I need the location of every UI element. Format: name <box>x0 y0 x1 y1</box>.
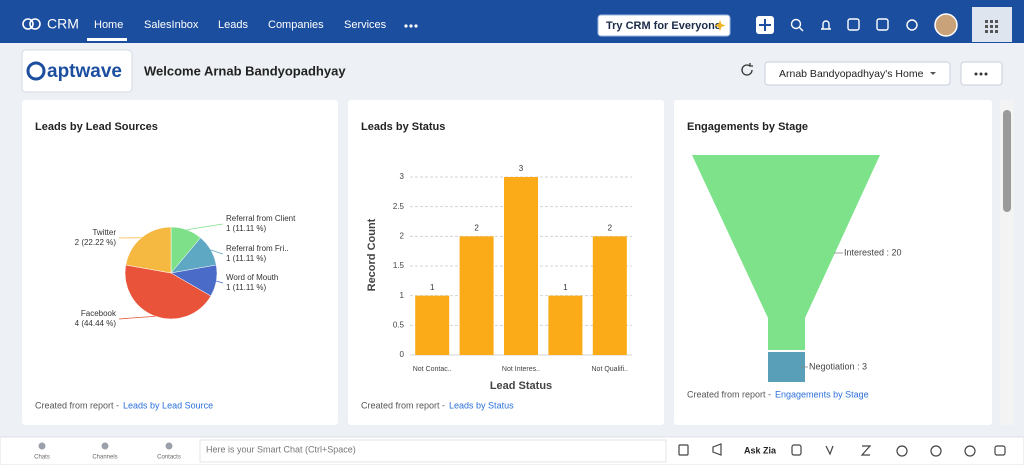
bar <box>592 236 627 355</box>
slice-label: Referral from Client <box>226 214 296 223</box>
bar <box>548 295 583 355</box>
shortcut-label: Contacts <box>157 455 181 461</box>
slice-value-label: 2 (22.22 %) <box>75 238 117 247</box>
footer-text: Created from report - <box>687 389 771 399</box>
smart-chat-input[interactable] <box>199 439 667 463</box>
refresh-button[interactable] <box>741 63 753 76</box>
slice-value-label: 4 (44.44 %) <box>75 319 117 328</box>
x-axis-label: Lead Status <box>490 380 552 392</box>
widget-title: Leads by Status <box>361 121 445 133</box>
footer-text: Created from report - <box>361 400 445 410</box>
nav-tab[interactable]: Companies <box>268 19 324 31</box>
report-link[interactable]: Engagements by Stage <box>775 389 869 399</box>
bar-value-label: 1 <box>563 283 568 292</box>
nav-tab[interactable]: Leads <box>218 19 248 31</box>
y-tick-label: 1 <box>400 291 405 300</box>
y-tick-label: 0 <box>400 350 405 359</box>
x-tick-label: Not Qualifi.. <box>592 366 629 373</box>
nav-icons[interactable] <box>790 18 918 32</box>
bar-value-label: 3 <box>519 164 524 173</box>
stage-label: Negotiation : 3 <box>809 361 867 371</box>
leader-line <box>186 223 224 231</box>
leader-line <box>118 315 156 320</box>
nav-tab[interactable]: Services <box>344 19 387 31</box>
bar-value-label: 2 <box>474 223 479 232</box>
y-tick-label: 2.5 <box>393 202 405 211</box>
leader-line <box>216 280 224 284</box>
add-icon <box>759 19 771 31</box>
app-grid-button[interactable] <box>972 7 1012 42</box>
slice-value-label: 1 (11.11 %) <box>226 224 267 233</box>
home-view-select[interactable] <box>764 61 951 86</box>
bottom-icons[interactable] <box>678 443 1006 457</box>
footer-text: Created from report - <box>35 400 119 410</box>
y-tick-label: 1.5 <box>393 261 405 270</box>
pie-slice <box>125 226 172 274</box>
funnel-stage <box>768 352 805 382</box>
select-caret <box>930 72 936 75</box>
report-link[interactable]: Leads by Lead Source <box>123 400 213 410</box>
sparkle-icon <box>714 20 726 31</box>
bar <box>459 236 494 355</box>
brand-icon <box>22 18 41 30</box>
nav-tab[interactable]: Home <box>94 19 123 31</box>
smart-chat-placeholder: Here is your Smart Chat (Ctrl+Space) <box>206 444 356 454</box>
bar <box>504 177 538 355</box>
y-axis-label: Record Count <box>366 218 378 291</box>
report-link[interactable]: Leads by Status <box>449 400 514 410</box>
slice-label: Facebook <box>81 309 117 318</box>
avatar[interactable] <box>934 13 958 37</box>
bar-value-label: 2 <box>608 223 613 232</box>
x-tick-label: Not Contac.. <box>413 366 452 373</box>
top-nav <box>0 0 1024 43</box>
brand[interactable]: CRM <box>47 16 79 32</box>
cta-label: Try CRM for Everyone <box>606 20 721 32</box>
shortcut-icon[interactable] <box>38 442 46 450</box>
nav-tab[interactable]: SalesInbox <box>144 19 199 31</box>
widget-card <box>674 100 992 425</box>
y-tick-label: 3 <box>400 172 405 181</box>
ask-zia[interactable]: Ask Zia <box>744 445 777 455</box>
y-tick-label: 2 <box>400 231 405 240</box>
logo-mark <box>26 61 46 81</box>
slice-label: Twitter <box>92 228 116 237</box>
shortcut-icon[interactable] <box>101 442 109 450</box>
x-tick-label: Not Interes.. <box>502 366 540 373</box>
logo-text: aptwave <box>47 61 122 82</box>
bar-value-label: 1 <box>430 283 435 292</box>
widget-title: Engagements by Stage <box>687 121 808 133</box>
shortcut-label: Channels <box>92 455 117 461</box>
widget-title: Leads by Lead Sources <box>35 121 158 133</box>
shortcut-label: Chats <box>34 455 50 461</box>
more-icon <box>974 72 988 76</box>
slice-label: Referral from Fri.. <box>226 244 289 253</box>
scrollbar-thumb[interactable] <box>1003 110 1011 212</box>
slice-value-label: 1 (11.11 %) <box>226 283 267 292</box>
app-grid-icon <box>985 20 998 33</box>
pie-slice <box>124 264 212 320</box>
bar <box>415 295 450 355</box>
welcome-text: Welcome Arnab Bandyopadhyay <box>144 63 346 78</box>
logo-box <box>21 49 133 93</box>
stage-label: Interested : 20 <box>844 247 902 257</box>
leader-line <box>210 249 224 255</box>
home-view-label: Arnab Bandyopadhyay's Home <box>779 68 924 80</box>
funnel-stage <box>692 155 880 350</box>
more-tabs[interactable] <box>404 24 418 28</box>
active-tab-indicator <box>87 38 127 41</box>
slice-value-label: 1 (11.11 %) <box>226 254 267 263</box>
slice-label: Word of Mouth <box>226 273 278 282</box>
y-tick-label: 0.5 <box>393 320 405 329</box>
shortcut-icon[interactable] <box>165 442 173 450</box>
cta-button[interactable] <box>597 14 731 37</box>
